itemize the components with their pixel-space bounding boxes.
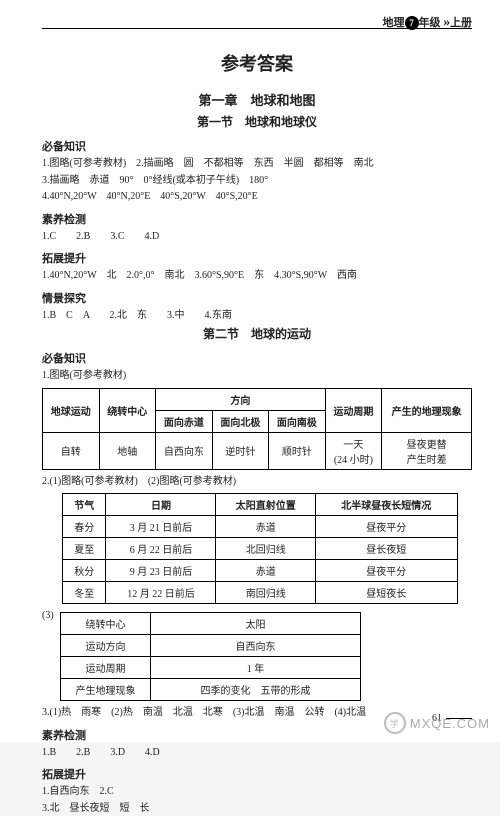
table-cell: 12 月 22 日前后 xyxy=(106,582,216,604)
section2-title: 第二节 地球的运动 xyxy=(42,325,472,342)
table-cell: 3 月 21 日前后 xyxy=(106,516,216,538)
table-cell: 绕转中心 xyxy=(61,613,151,635)
table-header: 面向赤道 xyxy=(156,410,213,432)
table-header: 日期 xyxy=(106,494,216,516)
text-line: 2.(1)图略(可参考教材) (2)图略(可参考教材) xyxy=(42,474,472,490)
table-row: 春分 3 月 21 日前后 赤道 昼夜平分 xyxy=(63,516,458,538)
watermark-text: MXQE.COM xyxy=(410,716,490,731)
body-suyang1: 1.C 2.B 3.C 4.D xyxy=(42,229,472,245)
text-line: 1.图略(可参考教材) xyxy=(42,368,472,384)
heading-bibei1: 必备知识 xyxy=(42,138,472,154)
table-cell: 运动方向 xyxy=(61,635,151,657)
table-cell: 北回归线 xyxy=(216,538,316,560)
table-cell: 一天 (24 小时) xyxy=(325,432,382,469)
table-cell: 产生地理现象 xyxy=(61,679,151,701)
text-line: 3.描画略 赤道 90° 0°经线(或本初子午线) 180° xyxy=(42,173,472,189)
text-line: 1.B 2.B 3.D 4.D xyxy=(42,745,472,761)
table-header: 产生的地理现象 xyxy=(382,388,472,432)
heading-suyang1: 素养检测 xyxy=(42,211,472,227)
table-cell: 昼夜平分 xyxy=(316,516,458,538)
main-title: 参考答案 xyxy=(42,50,472,76)
text-line: 1.40°N,20°W 北 2.0°,0° 南北 3.60°S,90°E 东 4… xyxy=(42,268,472,284)
table-cell: 顺时针 xyxy=(269,432,326,469)
table-cell: 自转 xyxy=(43,432,100,469)
text-line: 4.40°N,20°W 40°N,20°E 40°S,20°W 40°S,20°… xyxy=(42,189,472,205)
table-cell: 四季的变化 五带的形成 xyxy=(151,679,361,701)
table-cell: 运动周期 xyxy=(61,657,151,679)
table-cell: 秋分 xyxy=(63,560,106,582)
table-revolution: 绕转中心太阳 运动方向自西向东 运动周期1 年 产生地理现象四季的变化 五带的形… xyxy=(60,612,361,701)
text-line: 1.B C A 2.北 东 3.中 4.东南 xyxy=(42,308,472,324)
table-row: 运动周期1 年 xyxy=(61,657,361,679)
table-cell: 6 月 22 日前后 xyxy=(106,538,216,560)
table-cell: 赤道 xyxy=(216,516,316,538)
watermark: 学 MXQE.COM xyxy=(384,712,490,734)
table-row: 冬至 12 月 22 日前后 南回归线 昼短夜长 xyxy=(63,582,458,604)
table-header: 运动周期 xyxy=(325,388,382,432)
table-cell: 昼夜更替 产生时差 xyxy=(382,432,472,469)
table-header: 北半球昼夜长短情况 xyxy=(316,494,458,516)
table-cell: 地轴 xyxy=(99,432,156,469)
table-row: 产生地理现象四季的变化 五带的形成 xyxy=(61,679,361,701)
content: 参考答案 第一章 地球和地图 第一节 地球和地球仪 必备知识 1.图略(可参考教… xyxy=(42,50,472,816)
text-line: 1.自西向东 2.C xyxy=(42,784,472,800)
table-header: 地球运动 xyxy=(43,388,100,432)
watermark-logo-icon: 学 xyxy=(384,712,406,734)
table-row: 地球运动 绕转中心 方向 运动周期 产生的地理现象 xyxy=(43,388,472,410)
table-cell: 太阳 xyxy=(151,613,361,635)
table-cell: 南回归线 xyxy=(216,582,316,604)
table-rotation: 地球运动 绕转中心 方向 运动周期 产生的地理现象 面向赤道 面向北极 面向南极… xyxy=(42,388,472,470)
table-cell: 昼短夜长 xyxy=(316,582,458,604)
page: 地理7年级 » 上册 参考答案 第一章 地球和地图 第一节 地球和地球仪 必备知… xyxy=(0,0,500,742)
table-cell: 昼长夜短 xyxy=(316,538,458,560)
table-header: 面向北极 xyxy=(212,410,269,432)
table-header: 太阳直射位置 xyxy=(216,494,316,516)
table-cell: 1 年 xyxy=(151,657,361,679)
table-row: 绕转中心太阳 xyxy=(61,613,361,635)
body-qingjing1: 1.B C A 2.北 东 3.中 4.东南 xyxy=(42,308,472,324)
table-header: 节气 xyxy=(63,494,106,516)
table-cell: 自西向东 xyxy=(156,432,213,469)
chapter-title: 第一章 地球和地图 xyxy=(42,90,472,109)
body-tuozhan2: 1.自西向东 2.C 3.北 昼长夜短 短 长 xyxy=(42,784,472,816)
table-header: 面向南极 xyxy=(269,410,326,432)
table-header: 绕转中心 xyxy=(99,388,156,432)
table-cell: 赤道 xyxy=(216,560,316,582)
table-cell: 夏至 xyxy=(63,538,106,560)
table-row: 自转 地轴 自西向东 逆时针 顺时针 一天 (24 小时) 昼夜更替 产生时差 xyxy=(43,432,472,469)
table-cell: 冬至 xyxy=(63,582,106,604)
text-line: 1.C 2.B 3.C 4.D xyxy=(42,229,472,245)
heading-qingjing1: 情景探究 xyxy=(42,290,472,306)
heading-bibei2: 必备知识 xyxy=(42,350,472,366)
table-header: 方向 xyxy=(156,388,326,410)
table-row: 运动方向自西向东 xyxy=(61,635,361,657)
table-row: 夏至 6 月 22 日前后 北回归线 昼长夜短 xyxy=(63,538,458,560)
text-line: (3) xyxy=(42,608,60,624)
table-cell: 春分 xyxy=(63,516,106,538)
body-bibei2: 1.图略(可参考教材) xyxy=(42,368,472,384)
body-bibei1: 1.图略(可参考教材) 2.描画略 圆 不都相等 东西 半圆 都相等 南北 3.… xyxy=(42,156,472,205)
text-line: 1.图略(可参考教材) 2.描画略 圆 不都相等 东西 半圆 都相等 南北 xyxy=(42,156,472,172)
row-t3: (3) 绕转中心太阳 运动方向自西向东 运动周期1 年 产生地理现象四季的变化 … xyxy=(42,608,472,705)
table-cell: 逆时针 xyxy=(212,432,269,469)
header-rule xyxy=(42,28,472,29)
body-suyang2: 1.B 2.B 3.D 4.D xyxy=(42,745,472,761)
table-row: 秋分 9 月 23 日前后 赤道 昼夜平分 xyxy=(63,560,458,582)
heading-tuozhan2: 拓展提升 xyxy=(42,766,472,782)
section1-title: 第一节 地球和地球仪 xyxy=(42,113,472,130)
heading-tuozhan1: 拓展提升 xyxy=(42,250,472,266)
table-cell: 自西向东 xyxy=(151,635,361,657)
text-line: 3.北 昼长夜短 短 长 xyxy=(42,801,472,816)
table-cell: 昼夜平分 xyxy=(316,560,458,582)
body-tuozhan1: 1.40°N,20°W 北 2.0°,0° 南北 3.60°S,90°E 东 4… xyxy=(42,268,472,284)
table-cell: 9 月 23 日前后 xyxy=(106,560,216,582)
table-row: 节气 日期 太阳直射位置 北半球昼夜长短情况 xyxy=(63,494,458,516)
table-solar-terms: 节气 日期 太阳直射位置 北半球昼夜长短情况 春分 3 月 21 日前后 赤道 … xyxy=(62,493,458,604)
